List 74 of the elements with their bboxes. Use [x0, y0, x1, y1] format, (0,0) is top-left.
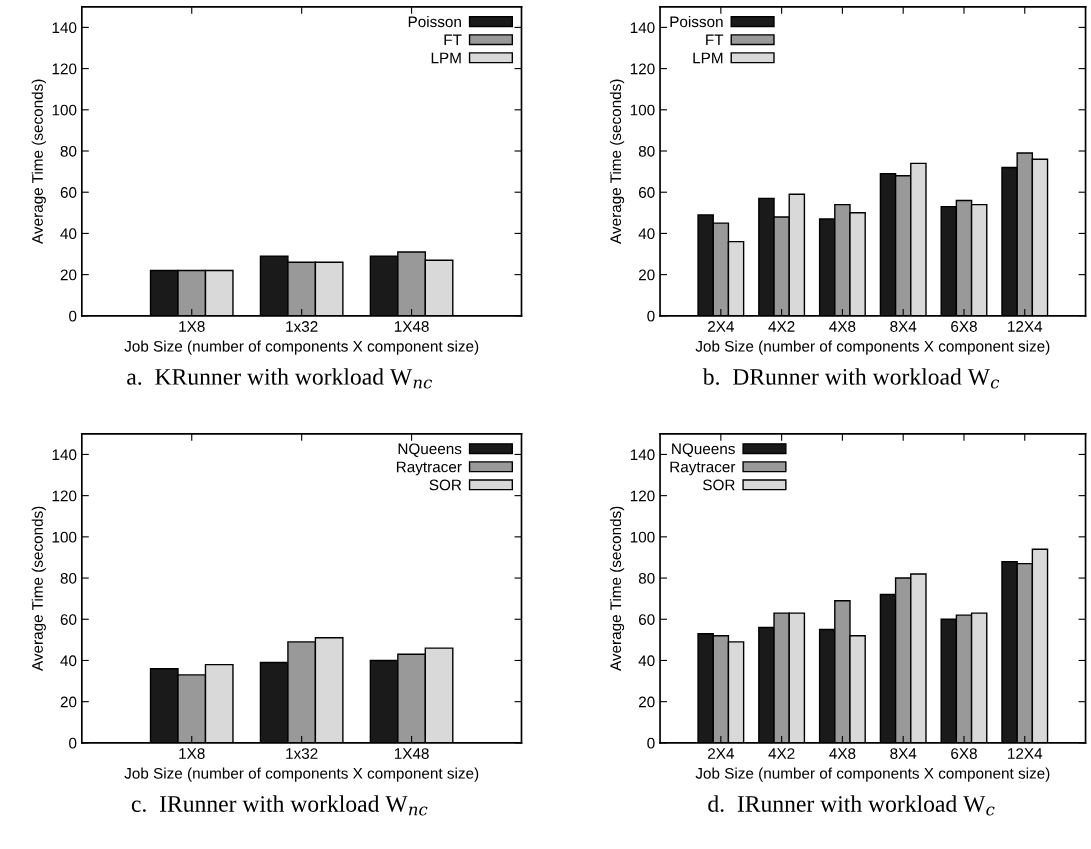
legend-label: Raytracer: [670, 461, 736, 476]
y-tick-label: 0: [647, 737, 655, 749]
x-tick-label: 1X8: [179, 748, 205, 759]
y-tick-label: 40: [60, 655, 77, 667]
y-tick-label: 140: [630, 449, 655, 461]
x-tick-label: 1X8: [179, 321, 205, 332]
y-tick-label: 100: [52, 531, 77, 543]
x-axis-title: Job Size (number of components X component size): [124, 340, 479, 355]
y-axis-title: Average Time (seconds): [609, 506, 625, 671]
y-tick-label: 80: [638, 145, 655, 157]
x-axis-title: Job Size (number of components X component size): [695, 340, 1050, 355]
x-tick-label: 12X4: [1008, 748, 1043, 759]
y-tick-label: 100: [630, 531, 655, 543]
x-tick-label: 1X48: [394, 748, 429, 759]
x-tick-label: 1x32: [286, 748, 318, 759]
legend-label: Poisson: [408, 15, 461, 28]
y-tick-label: 80: [60, 572, 77, 584]
y-tick-label: 80: [60, 145, 77, 157]
y-axis-title: Average Time (seconds): [31, 79, 46, 244]
legend-label: SOR: [703, 479, 735, 491]
y-tick-label: 60: [638, 614, 655, 625]
x-axis-title: Job Size (number of components X component size): [695, 767, 1050, 782]
y-tick-label: 120: [52, 63, 77, 75]
legend-label: Poisson: [670, 15, 723, 28]
y-tick-label: 60: [60, 187, 77, 198]
y-tick-label: 20: [60, 696, 77, 708]
x-tick-label: 1X48: [394, 321, 429, 332]
x-axis-title: Job Size (number of components X component size): [124, 767, 479, 782]
x-tick-label: 4X2: [768, 748, 795, 759]
y-tick-label: 20: [638, 269, 655, 281]
x-tick-label: 4X8: [829, 321, 856, 332]
x-tick-label: 6X8: [951, 748, 977, 759]
y-tick-label: 120: [630, 490, 655, 502]
y-tick-label: 140: [630, 22, 655, 34]
text: b. DRunner with workload W$_{c}$: [702, 368, 1000, 389]
y-tick-label: 40: [638, 228, 655, 240]
y-tick-label: 0: [647, 310, 655, 322]
y-tick-label: 20: [638, 696, 655, 708]
legend-label: FT: [444, 34, 462, 46]
x-tick-label: 2X4: [708, 748, 734, 759]
y-tick-label: 120: [52, 490, 77, 502]
text: a. KRunner with workload W$_{nc}$: [127, 368, 433, 389]
y-axis-title: Average Time (seconds): [609, 79, 625, 244]
y-tick-label: 80: [638, 572, 655, 584]
y-axis-title: Average Time (seconds): [31, 506, 46, 671]
text: c. IRunner with workload W$_{nc}$: [131, 795, 428, 816]
legend-label: SOR: [429, 479, 462, 491]
y-tick-label: 100: [630, 104, 655, 116]
x-tick-label: 4X8: [829, 748, 856, 759]
y-tick-label: 0: [69, 737, 77, 749]
y-tick-label: 60: [638, 187, 655, 198]
x-tick-label: 2X4: [708, 321, 734, 332]
y-tick-label: 100: [52, 104, 77, 116]
y-tick-label: 60: [60, 614, 77, 625]
legend-label: NQueens: [398, 443, 462, 457]
legend-label: LPM: [431, 52, 461, 64]
y-tick-label: 40: [638, 655, 655, 667]
x-tick-label: 1x32: [286, 321, 318, 332]
y-tick-label: 140: [52, 22, 77, 34]
legend-label: LPM: [693, 52, 723, 64]
y-tick-label: 0: [69, 310, 77, 322]
x-tick-label: 6X8: [951, 321, 977, 332]
x-tick-label: 8X4: [890, 748, 917, 759]
legend-label: FT: [706, 34, 724, 46]
text: d. IRunner with workload W$_{c}$: [708, 795, 995, 816]
legend-label: NQueens: [672, 443, 735, 457]
x-tick-label: 4X2: [768, 321, 795, 332]
x-tick-label: 8X4: [890, 321, 917, 332]
y-tick-label: 140: [52, 449, 77, 461]
x-tick-label: 12X4: [1008, 321, 1043, 332]
legend-label: Raytracer: [396, 461, 462, 476]
y-tick-label: 20: [60, 269, 77, 281]
y-tick-label: 120: [630, 63, 655, 75]
y-tick-label: 40: [60, 228, 77, 240]
